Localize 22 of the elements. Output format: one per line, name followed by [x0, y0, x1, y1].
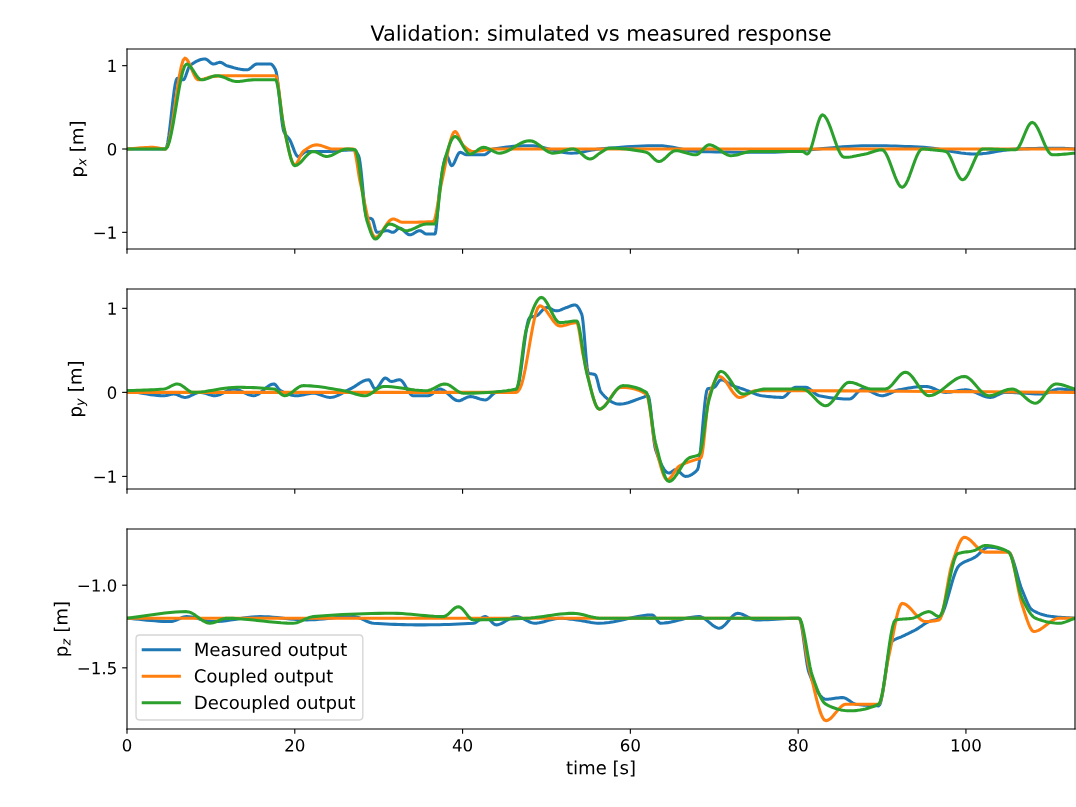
- y-tick-label: 0: [107, 386, 117, 399]
- y-tick-label: −1: [94, 470, 116, 483]
- legend-label: Coupled output: [194, 668, 333, 687]
- x-tick-label: 80: [788, 739, 808, 752]
- y-tick-label: −1.5: [78, 662, 116, 675]
- x-tick-label: 100: [951, 739, 981, 752]
- x-tick-label: 60: [620, 739, 640, 752]
- y-axis-title: p$_{x}$ [m]: [69, 122, 88, 176]
- x-axis-title: time [s]: [566, 760, 635, 777]
- y-tick-label: 1: [108, 302, 116, 315]
- legend-label: Decoupled output: [195, 695, 356, 713]
- y-axis-title: p$_{y}$ [m]: [67, 362, 88, 416]
- chart-title: Validation: simulated vs measured response: [370, 24, 831, 45]
- y-tick-label: −1: [94, 226, 116, 239]
- x-tick-label: 40: [452, 739, 473, 752]
- x-tick-label: 20: [285, 739, 305, 752]
- y-tick-label: 1: [108, 59, 116, 72]
- y-axis-title: p$_{z}$ [m]: [53, 602, 72, 656]
- legend-label: Measured output: [195, 642, 347, 660]
- y-tick-label: 0: [107, 142, 117, 156]
- x-tick-label: 0: [122, 739, 132, 752]
- y-tick-label: −1.0: [78, 579, 117, 592]
